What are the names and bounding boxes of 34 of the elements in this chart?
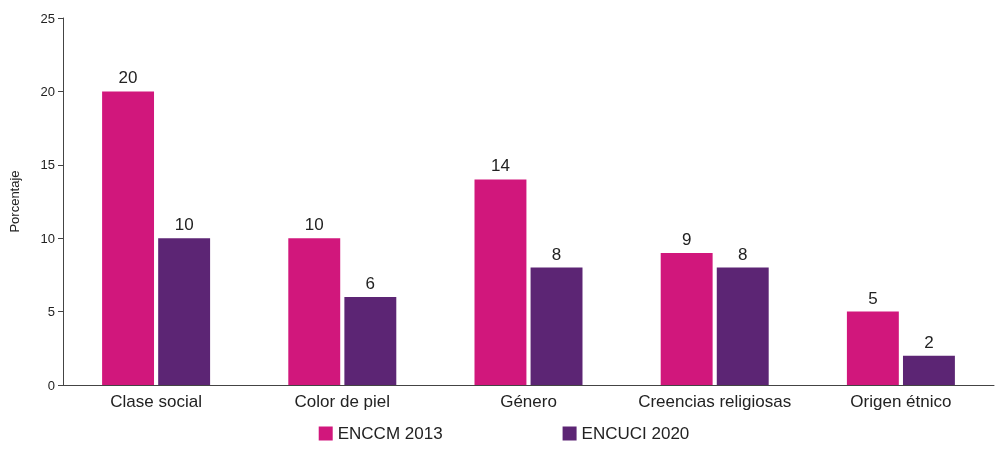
bar [102,91,155,385]
data-label: 8 [738,244,748,264]
x-tick-label: Creencias religiosas [638,392,792,411]
bar [902,355,955,385]
data-label: 20 [118,68,138,88]
y-axis-title: Porcentaje [7,170,22,233]
legend-label: ENCUCI 2020 [581,424,690,443]
x-tick-label: Origen étnico [850,392,952,411]
y-tick-label: 5 [47,304,55,320]
x-tick-label: Color de piel [294,392,391,411]
y-tick-label: 25 [40,10,55,26]
bar [846,311,899,385]
y-tick-label: 10 [40,230,55,246]
legend-label: ENCCM 2013 [337,424,443,443]
x-tick-label: Clase social [110,392,202,411]
bar [288,238,341,385]
data-label: 10 [304,215,324,235]
bar [474,179,527,385]
y-tick-label: 15 [40,157,55,173]
data-label: 10 [174,215,194,235]
data-label: 14 [491,156,510,176]
y-tick-label: 0 [47,377,55,393]
data-label: 5 [868,288,878,308]
x-tick-label: Género [500,392,557,411]
bar [530,267,583,385]
bar [716,267,769,385]
data-label: 9 [681,229,692,249]
bar [344,296,397,385]
bar [158,238,211,385]
data-label: 2 [924,332,934,352]
y-tick-label: 20 [40,83,55,99]
data-label: 6 [365,273,376,293]
data-label: 8 [551,244,562,264]
bar [660,252,713,385]
